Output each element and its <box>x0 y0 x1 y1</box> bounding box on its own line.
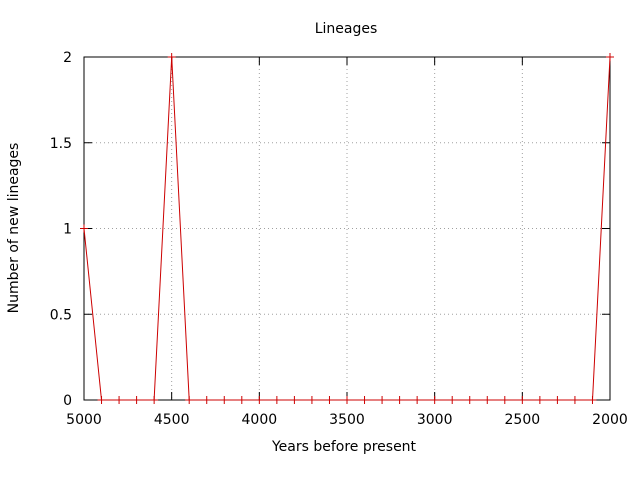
data-point <box>518 396 527 404</box>
x-tick-label: 4000 <box>242 412 278 428</box>
data-point <box>395 396 404 404</box>
data-point <box>115 396 124 404</box>
data-point <box>202 396 211 404</box>
data-point <box>255 396 264 404</box>
data-point <box>325 396 334 404</box>
data-point <box>570 396 579 404</box>
data-point <box>290 396 299 404</box>
data-point <box>500 396 509 404</box>
y-tick-label: 0.5 <box>50 307 72 323</box>
data-point <box>553 396 562 404</box>
data-point <box>132 396 141 404</box>
x-tick-label: 2500 <box>505 412 541 428</box>
y-tick-label: 2 <box>63 50 72 66</box>
x-tick-label: 3000 <box>417 412 453 428</box>
y-tick-label: 0 <box>63 393 72 409</box>
x-tick-label: 2000 <box>592 412 628 428</box>
x-tick-label: 3500 <box>329 412 365 428</box>
data-point <box>307 396 316 404</box>
data-point <box>413 396 422 404</box>
data-point <box>80 224 88 233</box>
data-point <box>360 396 369 404</box>
data-point-markers <box>80 53 614 404</box>
data-point <box>237 396 246 404</box>
x-tick-label: 5000 <box>66 412 102 428</box>
x-tick-label: 4500 <box>154 412 190 428</box>
y-axis-title: Number of new lineages <box>6 143 22 314</box>
data-point <box>465 396 474 404</box>
data-point <box>606 53 614 61</box>
data-point <box>483 396 492 404</box>
data-point <box>185 396 194 404</box>
data-point <box>588 396 597 404</box>
data-point <box>220 396 229 404</box>
series-line <box>83 56 611 401</box>
y-tick-label: 1.5 <box>50 136 72 152</box>
data-point <box>272 396 281 404</box>
data-point <box>535 396 544 404</box>
data-point <box>448 396 457 404</box>
data-point <box>343 396 351 404</box>
x-axis-title: Years before present <box>271 439 417 455</box>
data-point <box>430 396 439 404</box>
y-tick-label: 1 <box>63 222 72 238</box>
data-point <box>167 53 176 61</box>
data-point <box>378 396 387 404</box>
data-point <box>97 396 106 404</box>
chart-title: Lineages <box>315 21 378 37</box>
data-point <box>150 396 159 404</box>
series-lines <box>83 56 611 401</box>
